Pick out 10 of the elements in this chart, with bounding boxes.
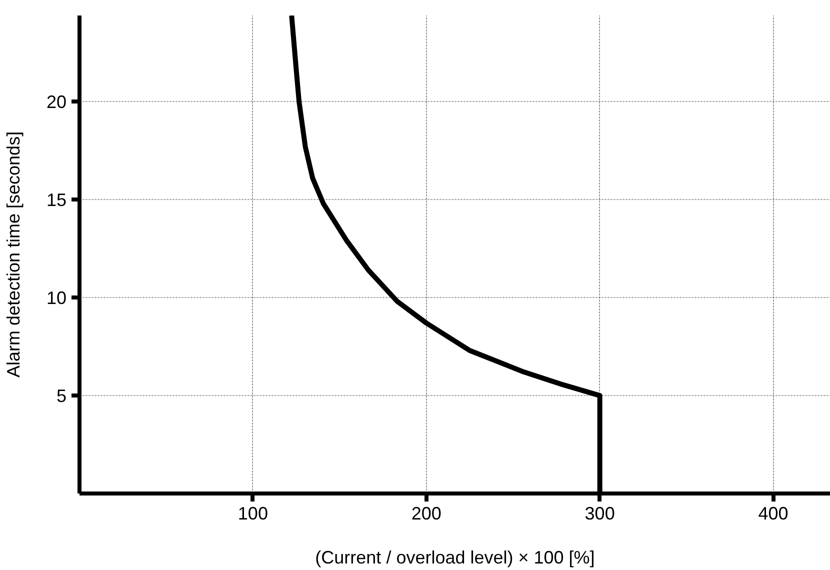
y-tick-label: 5 (56, 386, 67, 406)
x-tick-label: 200 (411, 504, 442, 524)
x-tick-label: 300 (584, 504, 615, 524)
y-tick-label: 15 (46, 190, 67, 210)
x-tick-label: 400 (758, 504, 788, 524)
x-tick-label: 100 (238, 504, 268, 524)
x-axis-title: (Current / overload level) × 100 [%] (315, 548, 595, 568)
y-tick-label: 20 (46, 92, 67, 112)
y-axis-title: Alarm detection time [seconds] (3, 131, 24, 378)
y-tick-label: 10 (46, 288, 67, 308)
